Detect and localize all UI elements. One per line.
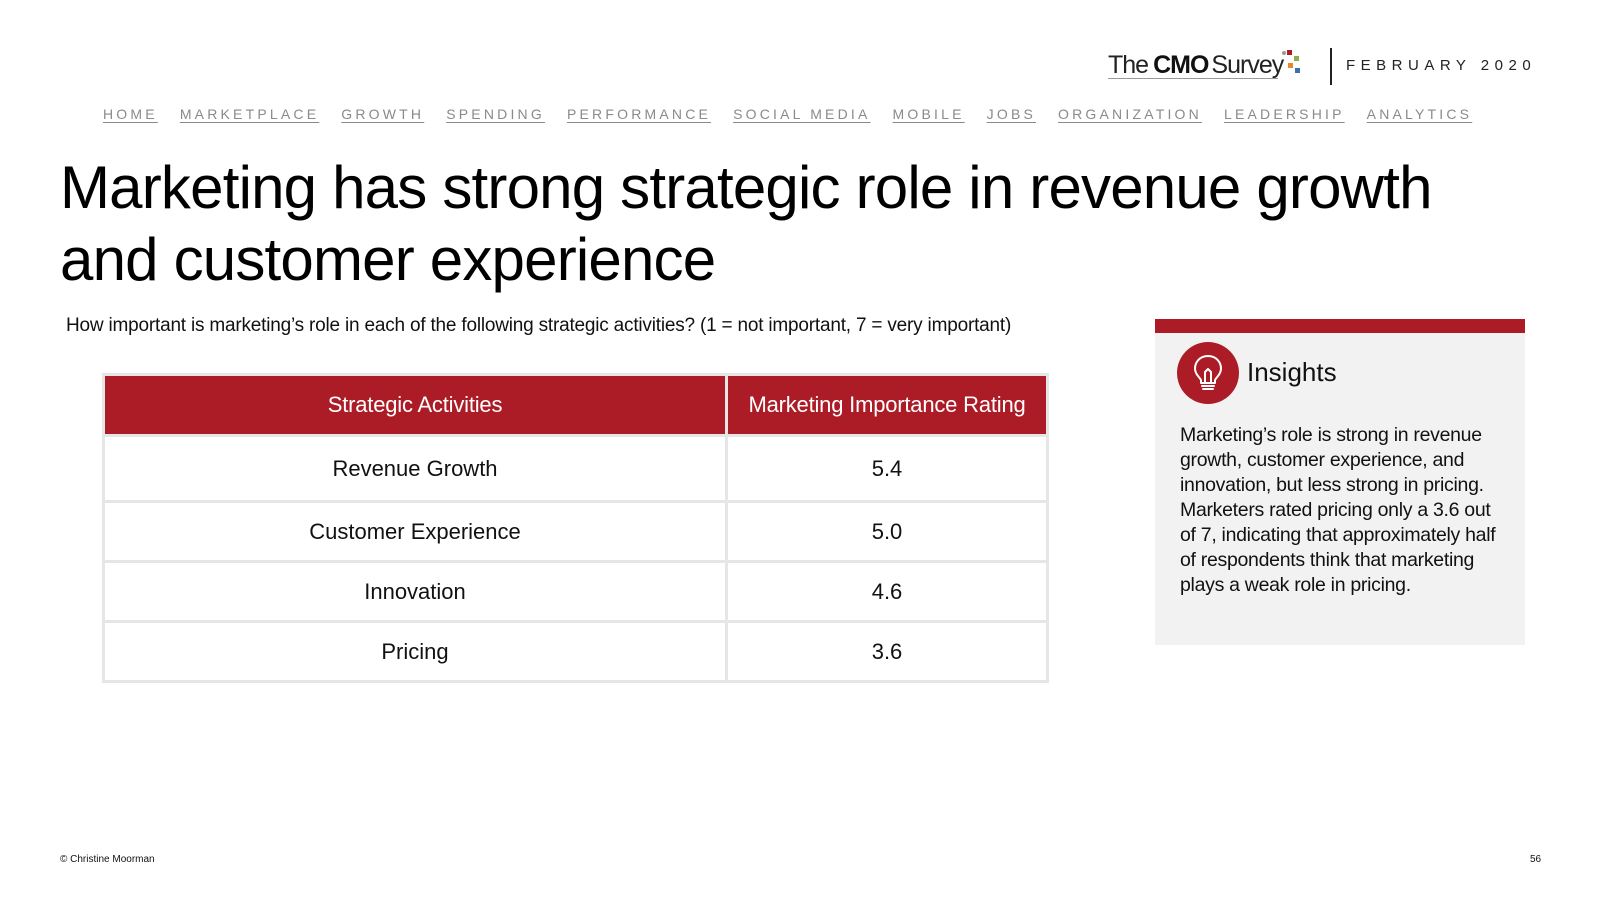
rating-cell: 3.6 (725, 620, 1049, 683)
activity-cell: Revenue Growth (102, 434, 728, 503)
nav-item-leadership[interactable]: LEADERSHIP (1223, 106, 1345, 122)
nav-item-spending[interactable]: SPENDING (446, 106, 545, 122)
logo-dot (1287, 50, 1292, 55)
logo-dot (1294, 56, 1299, 61)
rating-cell: 5.0 (725, 500, 1049, 563)
rating-cell: 5.4 (725, 434, 1049, 503)
top-navigation: HOME MARKETPLACE GROWTH SPENDING PERFORM… (103, 106, 1523, 122)
insights-title: Insights (1247, 357, 1337, 387)
logo-the-text: The (1108, 50, 1149, 79)
nav-item-performance[interactable]: PERFORMANCE (566, 106, 712, 122)
nav-item-jobs[interactable]: JOBS (986, 106, 1037, 122)
activity-cell: Customer Experience (102, 500, 728, 563)
ratings-table-container: Strategic Activities Marketing Importanc… (102, 373, 1049, 683)
nav-item-mobile[interactable]: MOBILE (892, 106, 965, 122)
page-number: 56 (1530, 854, 1542, 865)
logo-cmo-text: CMO (1153, 50, 1209, 79)
cmo-survey-logo: The CMO Survey (1108, 48, 1284, 82)
nav-item-home[interactable]: HOME (103, 106, 158, 122)
insights-panel-accent-bar (1155, 319, 1525, 333)
table-header-row: Strategic Activities Marketing Importanc… (102, 373, 1049, 437)
nav-item-social-media[interactable]: SOCIAL MEDIA (733, 106, 871, 122)
ratings-table: Strategic Activities Marketing Importanc… (102, 373, 1049, 683)
table-row: Innovation 4.6 (102, 560, 1049, 623)
header-divider (1330, 48, 1332, 85)
page-title: Marketing has strong strategic role in r… (60, 154, 1432, 293)
copyright-notice: © Christine Moorman (60, 854, 155, 865)
activity-cell: Pricing (102, 620, 728, 683)
logo-survey-text: Survey (1211, 50, 1284, 79)
nav-item-growth[interactable]: GROWTH (341, 106, 425, 122)
logo-dots-icon (1282, 50, 1300, 73)
table-row: Pricing 3.6 (102, 620, 1049, 683)
logo-dot (1295, 68, 1300, 73)
survey-question: How important is marketing’s role in eac… (66, 315, 1012, 336)
table-row: Customer Experience 5.0 (102, 500, 1049, 563)
nav-item-organization[interactable]: ORGANIZATION (1058, 106, 1202, 122)
nav-item-analytics[interactable]: ANALYTICS (1366, 106, 1473, 122)
table-row: Revenue Growth 5.4 (102, 434, 1049, 503)
logo-underline (1108, 78, 1278, 79)
insights-panel: Insights Marketing’s role is strong in r… (1155, 333, 1525, 645)
logo-dot (1288, 63, 1293, 68)
nav-item-marketplace[interactable]: MARKETPLACE (179, 106, 320, 122)
activity-cell: Innovation (102, 560, 728, 623)
logo-dot (1282, 51, 1286, 55)
report-date: FEBRUARY 2020 (1346, 57, 1537, 74)
column-header-rating: Marketing Importance Rating (725, 373, 1049, 437)
rating-cell: 4.6 (725, 560, 1049, 623)
insights-body: Marketing’s role is strong in revenue gr… (1180, 424, 1496, 596)
lightbulb-icon (1177, 342, 1239, 404)
column-header-activities: Strategic Activities (102, 373, 728, 437)
